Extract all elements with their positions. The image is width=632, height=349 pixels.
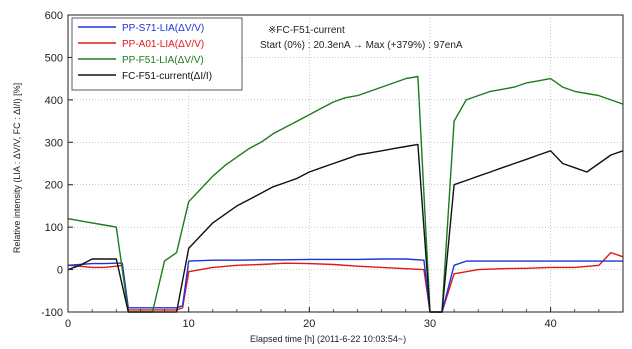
y-tick-label: 200 bbox=[45, 180, 63, 192]
y-tick-label: -100 bbox=[41, 307, 63, 319]
annotation: ※FC-F51-current Start (0%) : 20.3enA → M… bbox=[260, 25, 463, 51]
legend-label-0: PP-S71-LIA(ΔV/V) bbox=[122, 23, 204, 34]
y-tick-label: 100 bbox=[45, 222, 63, 234]
legend: PP-S71-LIA(ΔV/V) PP-A01-LIA(ΔV/V) PP-F51-L… bbox=[71, 17, 243, 91]
legend-label-3: FC-F51-current(ΔI/I) bbox=[122, 71, 212, 82]
y-tick-label: 600 bbox=[45, 10, 63, 22]
y-tick-label: 300 bbox=[45, 137, 63, 149]
legend-label-2: PP-F51-LIA(ΔV/V) bbox=[122, 55, 204, 66]
x-tick-label: 30 bbox=[424, 318, 436, 330]
series-line-0 bbox=[67, 258, 623, 313]
x-tick-label: 20 bbox=[303, 318, 315, 330]
annotation-line-2: Start (0%) : 20.3enA → Max (+379%) : 97e… bbox=[260, 40, 463, 51]
y-tick-label: 500 bbox=[45, 52, 63, 64]
x-tick-label: 10 bbox=[183, 318, 195, 330]
y-tick-label: 0 bbox=[57, 265, 63, 277]
x-tick-label: 0 bbox=[65, 318, 71, 330]
plot-frame bbox=[67, 14, 624, 313]
x-axis: 0 10 20 30 40 bbox=[65, 307, 624, 330]
y-axis-title: Relative intensity (LIA : ΔV/V, FC : ΔI/… bbox=[12, 83, 22, 253]
y-tick-label: 400 bbox=[45, 95, 63, 107]
series-line-2 bbox=[67, 75, 624, 313]
y-axis: -100 0 100 200 300 400 500 600 bbox=[41, 10, 73, 319]
annotation-line-1: ※FC-F51-current bbox=[268, 25, 345, 36]
legend-box bbox=[71, 17, 243, 91]
x-axis-title: Elapsed time [h] (2011-6-22 10:03:54~) bbox=[250, 334, 406, 344]
x-tick-label: 40 bbox=[544, 318, 556, 330]
legend-label-1: PP-A01-LIA(ΔV/V) bbox=[122, 39, 204, 50]
